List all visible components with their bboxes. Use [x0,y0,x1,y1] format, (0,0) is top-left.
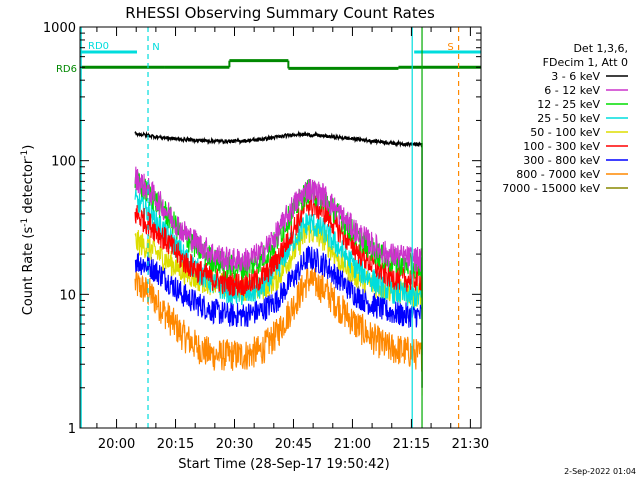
plot-frame [79,26,482,429]
series-line-800-7000-kev [134,266,423,396]
flag-label-rd0: RD0 [88,41,109,52]
legend-label-7000-15000-kev: 7000 - 15000 keV [502,182,600,195]
x-tick-label: 21:15 [393,437,430,452]
x-tick-label: 20:30 [216,437,253,452]
plot-area: RD0 RD6 N S [56,27,481,428]
x-tick-label: 20:45 [275,437,312,452]
y-axis-label: Count Rate (s-1 detector-1) [20,145,36,316]
legend-label-800-7000-kev: 800 - 7000 keV [516,168,600,181]
legend-label-100-300-kev: 100 - 300 keV [523,140,600,153]
series-line-6-12-kev [134,166,423,301]
legend-label-25-50-kev: 25 - 50 keV [537,112,600,125]
flag-marker-s: S [447,42,453,53]
legend-label-3-6-kev: 3 - 6 keV [551,70,600,83]
legend-label-12-25-kev: 12 - 25 keV [537,98,600,111]
y-tick-label: 100 [51,155,76,170]
x-axis-label: Start Time (28-Sep-17 19:50:42) [178,457,389,472]
legend-label-50-100-kev: 50 - 100 keV [530,126,600,139]
y-tick-label: 1 [68,422,76,437]
y-tick-label: 10 [59,288,76,303]
x-tick-label: 20:00 [98,437,135,452]
x-tick-label: 21:30 [452,437,489,452]
legend-header-decimation: FDecim 1, Att 0 [543,56,628,69]
series-line-3-6-kev [134,130,423,388]
legend-label-300-800-kev: 300 - 800 keV [523,154,600,167]
x-axis: 20:00 20:15 20:30 20:45 21:00 21:15 21:30 [96,27,489,452]
chart-title: RHESSI Observing Summary Count Rates [125,4,435,22]
flag-marker-n: N [152,42,159,53]
legend-header-detectors: Det 1,3,6, [573,42,628,55]
series-line-300-800-kev [134,245,423,356]
x-tick-label: 21:00 [334,437,371,452]
footer-date: 2-Sep-2022 01:04 [564,467,636,476]
legend-label-6-12-kev: 6 - 12 keV [544,84,600,97]
y-axis: 1 10 100 1000 [43,21,481,437]
x-tick-label: 20:15 [157,437,194,452]
y-tick-label: 1000 [43,21,76,36]
flag-label-rd6: RD6 [56,64,77,75]
